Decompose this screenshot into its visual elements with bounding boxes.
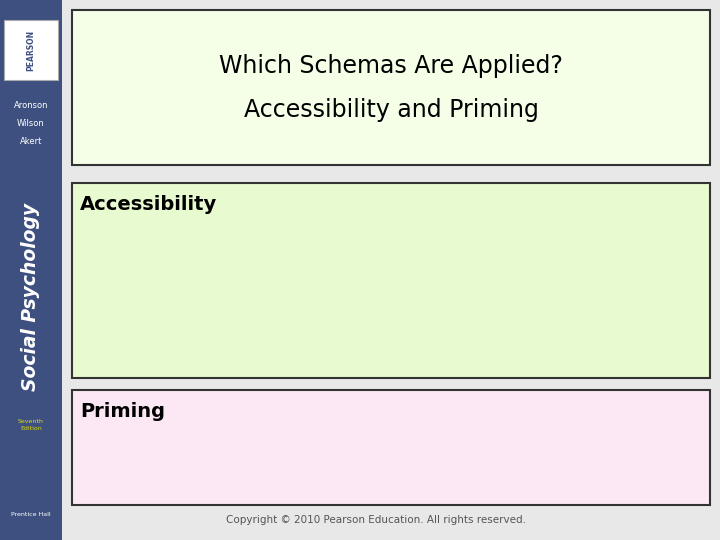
- Text: Priming: Priming: [80, 402, 165, 421]
- Text: Copyright © 2010 Pearson Education. All rights reserved.: Copyright © 2010 Pearson Education. All …: [225, 515, 526, 525]
- Bar: [4, 20, 58, 80]
- Text: Which Schemas Are Applied?: Which Schemas Are Applied?: [219, 53, 563, 78]
- Bar: [72, 390, 710, 505]
- Text: PEARSON: PEARSON: [27, 30, 35, 71]
- Text: Wilson: Wilson: [17, 118, 45, 127]
- Text: Accessibility: Accessibility: [80, 195, 217, 214]
- Text: Prentice Hall: Prentice Hall: [12, 512, 51, 517]
- Text: Accessibility and Priming: Accessibility and Priming: [243, 98, 539, 122]
- Text: Social Psychology: Social Psychology: [22, 203, 40, 391]
- Bar: [0, 0, 62, 540]
- Bar: [72, 183, 710, 378]
- Text: Akert: Akert: [20, 137, 42, 145]
- Text: Aronson: Aronson: [14, 100, 48, 110]
- Text: Seventh
Edition: Seventh Edition: [18, 419, 44, 431]
- Bar: [72, 10, 710, 165]
